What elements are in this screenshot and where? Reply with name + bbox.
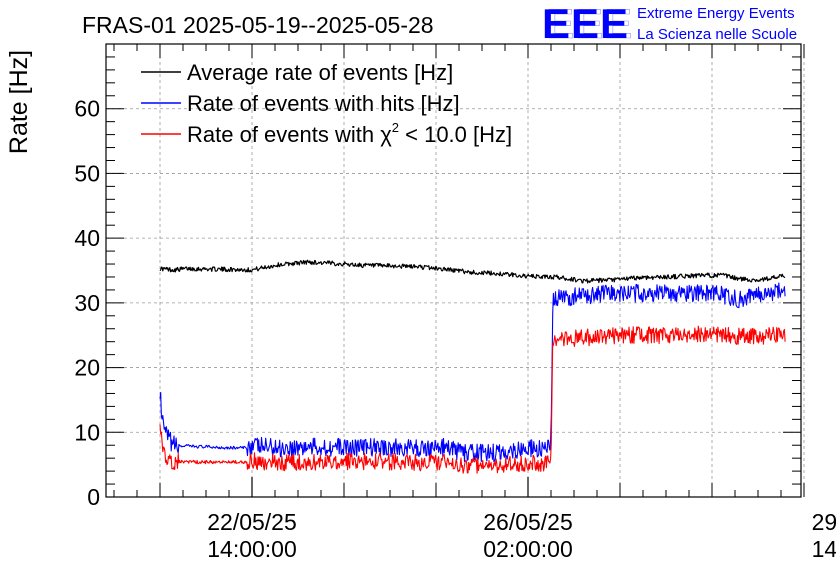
series-line-hits [159, 282, 786, 463]
series-line-average [159, 259, 786, 284]
x-tick-label-time-2: 14:00:0 [812, 536, 836, 562]
x-tick-label-date-0: 22/05/25 [207, 509, 297, 535]
y-tick-label-10: 10 [74, 419, 100, 445]
y-tick-label-60: 60 [74, 96, 100, 122]
y-axis-label: Rate [Hz] [5, 50, 33, 154]
x-tick-label-time-0: 14:00:00 [207, 536, 297, 562]
x-tick-label-time-1: 02:00:00 [483, 536, 573, 562]
y-tick-label-20: 20 [74, 355, 100, 381]
x-tick-label-date-1: 26/05/25 [483, 509, 573, 535]
eee-logo-line2: La Scienza nelle Scuole [637, 26, 797, 43]
legend-label-chi2-symbol: χ [380, 122, 392, 147]
legend-label-chi2-prefix: Rate of events with [187, 122, 380, 147]
legend-label-average: Average rate of events [Hz] [187, 60, 453, 85]
legend-label-chi2-suffix: < 10.0 [Hz] [399, 122, 512, 147]
series-layer [159, 259, 786, 474]
chart-legend: Average rate of events [Hz] Rate of even… [141, 60, 512, 147]
eee-logo-mark: EEE [542, 0, 629, 47]
y-tick-label-50: 50 [74, 160, 100, 186]
eee-logo-line1: Extreme Energy Events [637, 5, 795, 22]
chart-title: FRAS-01 2025-05-19--2025-05-28 [82, 12, 434, 38]
plot-frame [105, 43, 802, 498]
legend-label-chi2-sup: 2 [392, 120, 399, 135]
grid-lines [106, 44, 805, 497]
y-tick-label-30: 30 [74, 290, 100, 316]
eee-logo-mark-echo: EEE [546, 0, 633, 47]
legend-label-hits: Rate of events with hits [Hz] [187, 91, 460, 116]
y-tick-label-40: 40 [74, 225, 100, 251]
eee-logo: EEE EEE Extreme Energy Events La Scienza… [542, 0, 797, 47]
x-tick-label-date-2: 29/05/2 [812, 509, 836, 535]
series-line-chi2 [159, 325, 786, 474]
y-tick-label-0: 0 [87, 484, 100, 510]
legend-label-chi2: Rate of events with χ2 < 10.0 [Hz] [187, 120, 512, 147]
